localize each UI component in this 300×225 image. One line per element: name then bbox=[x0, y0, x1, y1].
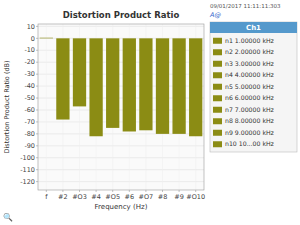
bar bbox=[56, 38, 69, 119]
bar bbox=[189, 38, 202, 136]
tick-y bbox=[36, 121, 38, 122]
legend-entry: n9 9.00000 kHz bbox=[225, 129, 274, 136]
tick-x bbox=[79, 190, 80, 192]
tick-label-y: -40 bbox=[24, 82, 35, 90]
tick-label-x: #O5 bbox=[105, 193, 120, 201]
tick-label-y: -10 bbox=[24, 46, 35, 54]
tick-y bbox=[36, 26, 38, 27]
annotation: 🔍 bbox=[3, 212, 13, 222]
legend-swatch bbox=[213, 72, 222, 78]
tick-y bbox=[36, 62, 38, 63]
tick-label-y: 0 bbox=[31, 35, 35, 43]
tick-y bbox=[36, 109, 38, 110]
legend-panel bbox=[210, 22, 297, 152]
tick-y bbox=[36, 86, 38, 87]
tick-x bbox=[112, 190, 113, 192]
legend-entry: n1 1.00000 kHz bbox=[225, 37, 274, 44]
tick-label-x: #9 bbox=[174, 193, 184, 201]
tick-y bbox=[36, 169, 38, 170]
legend-title-bar bbox=[210, 22, 297, 33]
tick-label-y: -70 bbox=[24, 118, 35, 126]
bar bbox=[156, 38, 169, 134]
legend-entry: n2 2.00000 kHz bbox=[225, 48, 274, 55]
plot-frame bbox=[38, 24, 204, 190]
annotation: A@ bbox=[209, 11, 221, 19]
tick-x bbox=[96, 190, 97, 192]
tick-label-y: -50 bbox=[24, 94, 35, 102]
legend-entry: n4 4.00000 kHz bbox=[225, 71, 274, 78]
legend-entry: n5 5.00000 kHz bbox=[225, 83, 274, 90]
legend-swatch bbox=[213, 107, 222, 113]
legend-swatch bbox=[213, 49, 222, 55]
legend-swatch bbox=[213, 61, 222, 67]
tick-label-y: -30 bbox=[24, 70, 35, 78]
tick-label-y: -60 bbox=[24, 106, 35, 114]
bar bbox=[106, 38, 119, 128]
tick-label-x: #O3 bbox=[72, 193, 87, 201]
tick-x bbox=[179, 190, 180, 192]
legend-swatch bbox=[213, 141, 222, 147]
tick-label-y: 10 bbox=[27, 23, 35, 31]
tick-y bbox=[36, 38, 38, 39]
x-axis-label: Frequency (Hz) bbox=[95, 203, 148, 211]
tick-label-y: -110 bbox=[20, 166, 35, 174]
tick-label-x: #O7 bbox=[139, 193, 154, 201]
title: Distortion Product Ratio bbox=[63, 10, 180, 20]
tick-label-x: #2 bbox=[58, 193, 68, 201]
tick-y bbox=[36, 157, 38, 158]
legend-entry: n6 6.00000 kHz bbox=[225, 94, 274, 101]
legend-entry: n8 8.00000 kHz bbox=[225, 117, 274, 124]
tick-label-x: #8 bbox=[158, 193, 168, 201]
legend-title: Ch1 bbox=[246, 24, 261, 32]
tick-label-y: -80 bbox=[24, 130, 35, 138]
tick-y bbox=[36, 50, 38, 51]
bar bbox=[172, 38, 185, 134]
chart-container: 10 0 -10 -20 -30 -40 -50 -60 -70 -80 -90 -100 -110 -1… bbox=[0, 0, 300, 225]
tick-label-y: -90 bbox=[24, 142, 35, 150]
bar bbox=[40, 37, 53, 39]
bar bbox=[73, 38, 86, 106]
legend-entry: n3 3.00000 kHz bbox=[225, 60, 274, 67]
tick-label-x: #4 bbox=[91, 193, 101, 201]
tick-y bbox=[36, 98, 38, 99]
legend-swatch bbox=[213, 84, 222, 90]
chart: 10 0 -10 -20 -30 -40 -50 -60 -70 -80 -90 -100 -110 -1… bbox=[0, 0, 300, 225]
bar bbox=[139, 38, 152, 130]
tick-label-y: -120 bbox=[20, 178, 35, 186]
tick-x bbox=[129, 190, 130, 192]
legend-entry: n10 10...00 kHz bbox=[225, 140, 274, 147]
legend-swatch bbox=[213, 95, 222, 101]
legend-swatch bbox=[213, 38, 222, 44]
tick-label-y: -100 bbox=[20, 154, 35, 162]
y-axis-label: Distortion Product Ratio (dB) bbox=[3, 60, 11, 153]
bar bbox=[89, 38, 102, 136]
tick-label-x: f bbox=[45, 193, 48, 201]
tick-x bbox=[195, 190, 196, 192]
legend-swatch bbox=[213, 130, 222, 136]
tick-y bbox=[36, 181, 38, 182]
tick-x bbox=[145, 190, 146, 192]
legend-entry: n7 7.00000 kHz bbox=[225, 106, 274, 113]
plot-area bbox=[38, 24, 204, 190]
tick-y bbox=[36, 133, 38, 134]
tick-label-y: -20 bbox=[24, 58, 35, 66]
grid-line-x bbox=[46, 24, 47, 190]
tick-x bbox=[62, 190, 63, 192]
bar bbox=[123, 38, 136, 131]
bars bbox=[40, 38, 203, 137]
tick-y bbox=[36, 74, 38, 75]
tick-label-x: #6 bbox=[125, 193, 135, 201]
tick-y bbox=[36, 145, 38, 146]
tick-x bbox=[162, 190, 163, 192]
legend-swatch bbox=[213, 118, 222, 124]
tick-x bbox=[46, 190, 47, 192]
tick-label-x: #O10 bbox=[186, 193, 205, 201]
annotation: 09/01/2017 11:11:11:303 bbox=[210, 3, 281, 9]
